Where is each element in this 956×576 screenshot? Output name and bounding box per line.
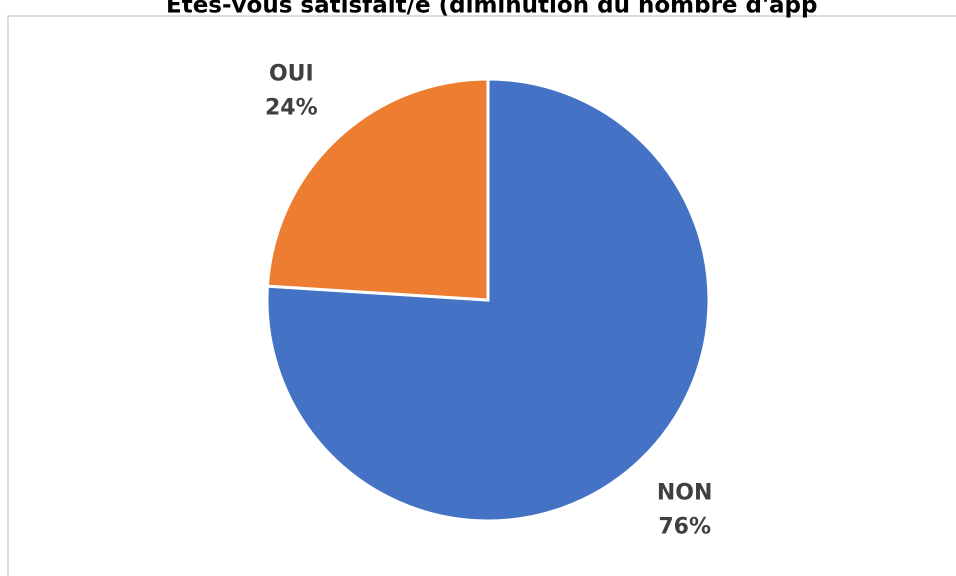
slice-category: OUI (269, 62, 314, 87)
pie-slice (265, 77, 711, 523)
slice-value: 76% (658, 514, 711, 539)
pie-slice (265, 77, 490, 302)
slice-value: 24% (265, 96, 318, 121)
slice-category: NON (657, 480, 713, 505)
chart-title: Etes-vous satisfait/e (diminution du nom… (166, 0, 817, 19)
